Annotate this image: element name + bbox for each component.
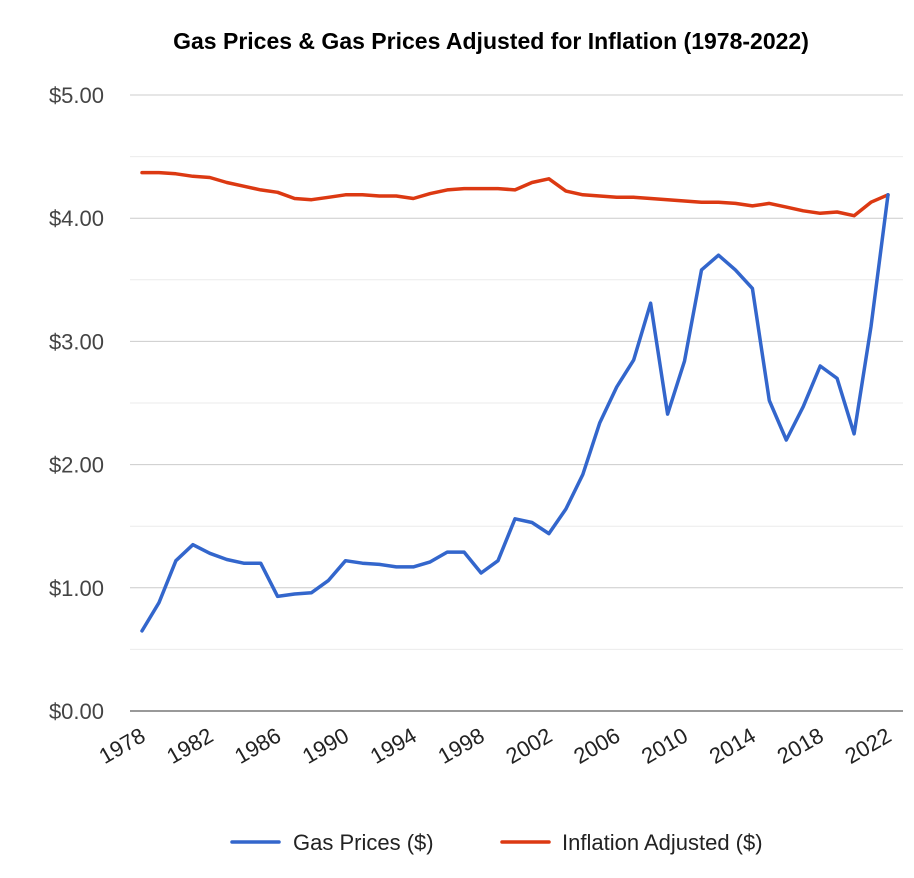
y-tick-label: $0.00 [49,699,104,724]
y-tick-label: $4.00 [49,206,104,231]
legend: Gas Prices ($) Inflation Adjusted ($) [230,830,763,855]
x-tick-label: 2018 [773,723,828,769]
x-tick-label: 2014 [705,723,760,769]
series-line-inflation-adjusted[interactable] [140,170,890,218]
x-tick-label: 1990 [298,723,353,769]
x-tick-label: 2002 [502,723,557,769]
chart-title: Gas Prices & Gas Prices Adjusted for Inf… [173,28,809,54]
x-tick-label: 1978 [95,723,150,769]
y-tick-label: $2.00 [49,453,104,478]
x-tick-label: 2010 [637,723,692,769]
y-tick-label: $3.00 [49,329,104,354]
x-tick-label: 1986 [230,723,285,769]
series-lines [140,170,890,633]
x-tick-label: 1982 [162,723,217,769]
series-line-gas-prices[interactable] [140,193,890,633]
x-axis-ticks: 1978 1982 1986 1990 1994 1998 2002 2006 2010 2014… [95,723,896,769]
y-tick-label: $1.00 [49,576,104,601]
legend-label-gas-prices[interactable]: Gas Prices ($) [293,830,434,855]
x-tick-label: 1994 [366,723,421,769]
legend-label-inflation-adjusted[interactable]: Inflation Adjusted ($) [562,830,763,855]
x-tick-label: 2022 [841,723,896,769]
x-tick-label: 2006 [569,723,624,769]
y-tick-label: $5.00 [49,83,104,108]
y-axis-ticks: $0.00 $1.00 $2.00 $3.00 $4.00 $5.00 [49,83,104,724]
gridlines [130,94,903,712]
x-tick-label: 1998 [434,723,489,769]
